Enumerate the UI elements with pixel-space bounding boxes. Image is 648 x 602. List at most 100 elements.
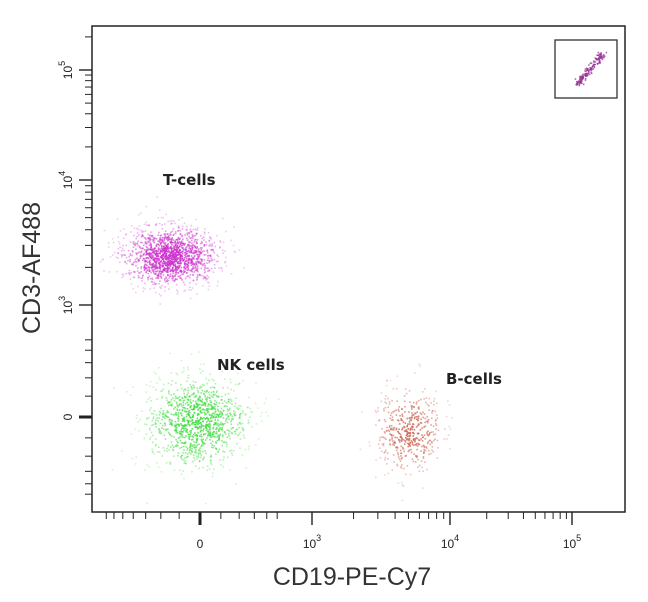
data-point (183, 266, 186, 268)
data-point (219, 423, 221, 426)
data-point (234, 402, 237, 405)
data-point (189, 237, 191, 240)
inset-point (587, 72, 590, 75)
data-point (158, 259, 161, 261)
data-point (188, 424, 191, 426)
data-point (202, 429, 204, 432)
data-point (172, 279, 174, 282)
data-point (159, 238, 161, 240)
inset-point (580, 81, 583, 83)
data-point (151, 448, 154, 450)
inset-point (593, 64, 595, 66)
data-point (128, 273, 131, 276)
data-point (193, 393, 195, 396)
data-point (187, 411, 190, 413)
data-point (213, 416, 215, 418)
data-point (398, 428, 400, 430)
data-point (139, 255, 142, 258)
data-point (422, 470, 424, 473)
data-point (206, 267, 208, 269)
data-point (206, 469, 208, 472)
data-point (186, 401, 189, 404)
data-point (108, 246, 110, 248)
data-point (208, 431, 211, 434)
data-point (162, 216, 164, 219)
data-point (196, 253, 198, 256)
data-point (247, 406, 249, 409)
data-point (156, 257, 158, 260)
data-point (202, 438, 204, 441)
data-point (414, 461, 417, 463)
data-point (171, 254, 173, 257)
data-point (170, 423, 173, 425)
data-point (225, 441, 227, 444)
data-point (196, 229, 198, 231)
data-point (167, 444, 170, 447)
data-point (192, 454, 195, 457)
data-point (187, 374, 190, 377)
data-point (179, 399, 182, 401)
data-point (153, 266, 156, 268)
data-point (397, 456, 400, 458)
data-point (143, 249, 146, 251)
data-point (151, 238, 154, 241)
inset-thumbnail (554, 39, 618, 99)
data-point (215, 448, 217, 450)
data-point (183, 244, 186, 246)
data-point (201, 401, 204, 403)
data-point (418, 439, 420, 441)
data-point (389, 444, 392, 446)
data-point (174, 240, 176, 242)
data-point (144, 230, 147, 232)
data-point (449, 448, 451, 450)
data-point (132, 242, 134, 244)
data-point (161, 266, 163, 268)
data-point (165, 236, 168, 238)
data-point (379, 439, 381, 441)
data-point (194, 234, 197, 236)
data-point (189, 433, 191, 436)
data-point (204, 276, 207, 278)
data-point (403, 395, 406, 397)
data-point (187, 266, 189, 269)
data-point (175, 412, 177, 415)
data-point (416, 415, 419, 418)
data-point (161, 240, 163, 242)
data-point (408, 411, 410, 413)
data-point (147, 257, 150, 260)
data-point (427, 420, 429, 422)
data-point (191, 428, 194, 430)
data-point (222, 387, 224, 389)
data-point (142, 274, 144, 276)
data-point (219, 428, 221, 431)
data-point (128, 269, 131, 272)
data-point (147, 253, 150, 255)
data-point (161, 224, 163, 226)
data-point (383, 437, 386, 439)
data-point (448, 404, 451, 406)
data-point (171, 274, 174, 277)
data-point (217, 451, 219, 453)
data-point (418, 464, 421, 467)
data-point (208, 240, 211, 242)
data-point (152, 417, 154, 420)
data-point (226, 421, 229, 424)
data-point (172, 234, 175, 237)
data-point (185, 427, 187, 430)
data-point (154, 267, 157, 269)
data-point (199, 411, 202, 414)
data-point (169, 238, 171, 241)
data-point (170, 399, 173, 401)
inset-point (579, 79, 582, 81)
data-point (211, 243, 214, 245)
data-point (181, 228, 184, 230)
data-point (424, 421, 426, 424)
data-point (160, 250, 162, 252)
data-point (196, 233, 198, 235)
data-point (169, 401, 172, 403)
data-point (387, 397, 389, 400)
data-point (187, 387, 189, 389)
data-point (124, 260, 126, 263)
data-point (436, 402, 438, 405)
inset-point (589, 67, 591, 69)
